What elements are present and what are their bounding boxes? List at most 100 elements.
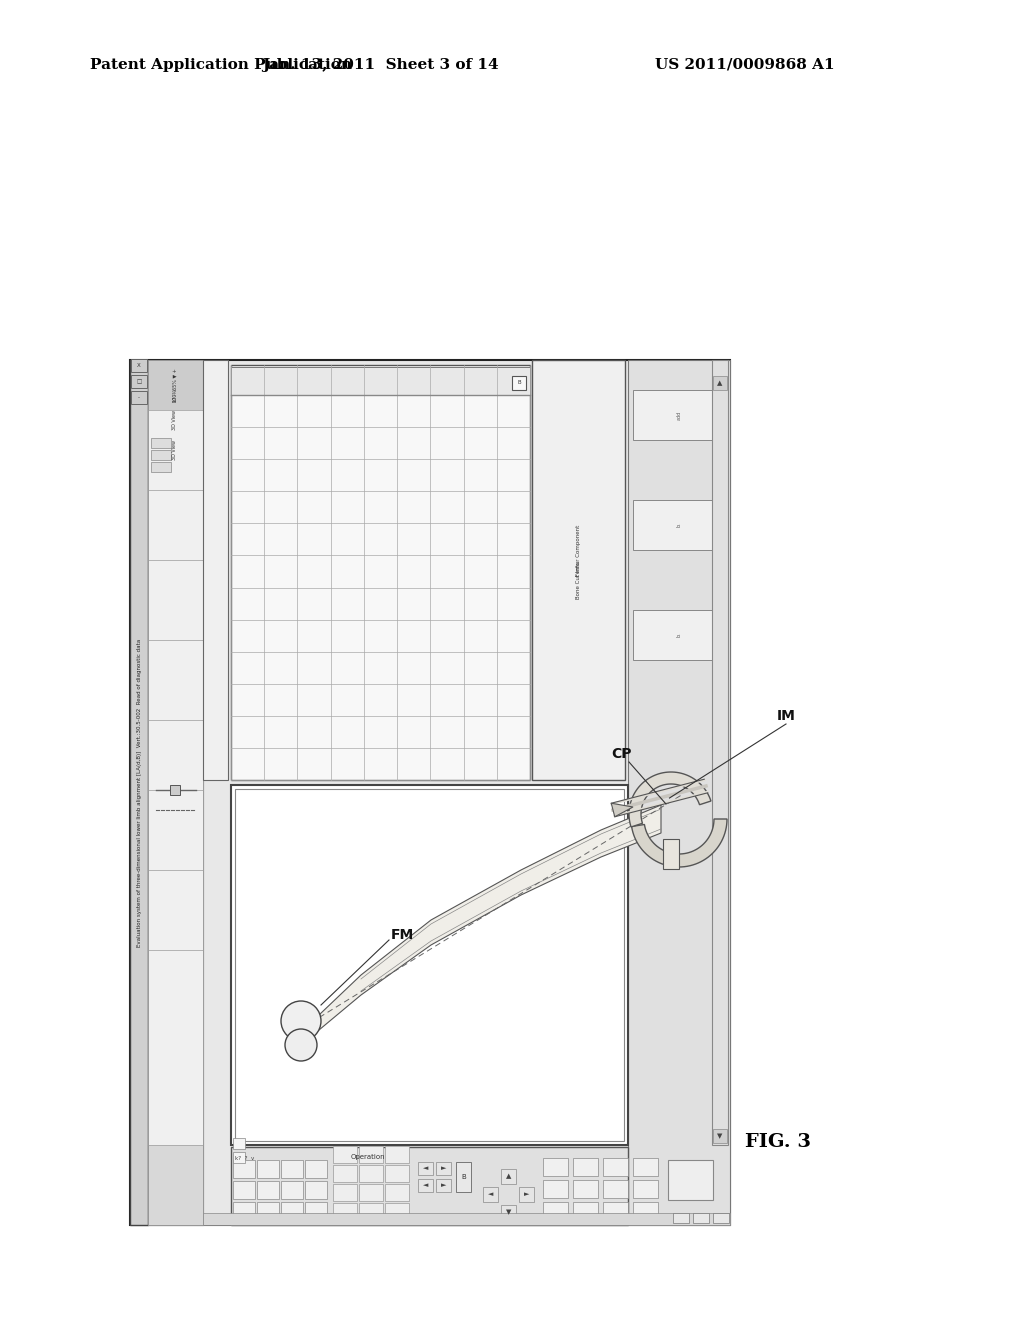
Text: Femur Component: Femur Component — [575, 524, 581, 576]
Bar — [603, 1158, 628, 1176]
Text: ▼: ▼ — [718, 1133, 723, 1139]
Bar — [543, 1158, 568, 1176]
Bar — [231, 367, 530, 395]
Bar — [713, 1213, 729, 1224]
Bar — [148, 1144, 203, 1225]
Bar — [385, 1146, 409, 1163]
Text: Patent Application Publication: Patent Application Publication — [90, 58, 352, 73]
Bar — [231, 785, 628, 1144]
Bar — [333, 1184, 357, 1201]
Polygon shape — [632, 818, 727, 867]
Bar — [519, 1187, 534, 1203]
Bar — [603, 1180, 628, 1199]
Text: Bone Cut Info: Bone Cut Info — [575, 561, 581, 599]
Text: Jan. 13, 2011  Sheet 3 of 14: Jan. 13, 2011 Sheet 3 of 14 — [262, 58, 499, 73]
Bar — [712, 360, 728, 1144]
Text: k? -- 65% ▼ +: k? -- 65% ▼ + — [172, 368, 177, 401]
Text: add: add — [677, 411, 682, 420]
Text: ◄: ◄ — [487, 1192, 494, 1197]
Text: b.: b. — [677, 523, 682, 527]
Bar — [359, 1166, 383, 1181]
Bar — [233, 1138, 245, 1148]
Bar — [148, 640, 203, 719]
Bar — [385, 1203, 409, 1220]
Text: FIG. 3: FIG. 3 — [745, 1133, 811, 1151]
Bar — [233, 1203, 255, 1220]
Bar — [281, 1181, 303, 1199]
Bar — [668, 1160, 713, 1200]
Circle shape — [285, 1030, 317, 1061]
Bar — [543, 1180, 568, 1199]
Bar — [673, 1213, 689, 1224]
Polygon shape — [319, 805, 662, 1030]
Bar — [385, 1166, 409, 1181]
Bar — [281, 1203, 303, 1220]
Bar — [663, 840, 679, 869]
Text: Evaluation system of three-dimensional lower limb alignment [LA(d,B)]  Vert.:30.: Evaluation system of three-dimensional l… — [136, 639, 141, 948]
Text: B: B — [517, 380, 521, 385]
Bar — [359, 1203, 383, 1220]
Bar — [633, 1158, 658, 1176]
Text: 3D View: 3D View — [172, 411, 177, 430]
Bar — [573, 1180, 598, 1199]
Text: Operation: Operation — [350, 1154, 385, 1160]
Text: US 2011/0009868 A1: US 2011/0009868 A1 — [655, 58, 835, 73]
Bar — [633, 389, 725, 440]
Text: IM: IM — [776, 709, 796, 723]
Bar — [512, 376, 526, 389]
Text: ◄: ◄ — [423, 1166, 428, 1171]
Bar — [231, 366, 530, 780]
Bar — [633, 500, 725, 550]
Bar — [633, 1180, 658, 1199]
Bar — [203, 360, 228, 780]
Bar — [148, 719, 203, 789]
Bar — [131, 359, 147, 372]
Bar — [148, 411, 203, 490]
Bar — [501, 1205, 516, 1220]
Text: 100%: 100% — [172, 388, 177, 403]
Text: -: - — [138, 395, 140, 400]
Bar — [131, 391, 147, 404]
Bar — [148, 360, 203, 411]
Bar — [543, 1203, 568, 1220]
Bar — [436, 1179, 451, 1192]
Bar — [603, 1203, 628, 1220]
Bar — [633, 610, 725, 660]
Bar — [359, 1146, 383, 1163]
Text: X: X — [137, 363, 141, 368]
Text: ►: ► — [524, 1192, 529, 1197]
Text: ►: ► — [440, 1166, 446, 1171]
Bar — [628, 360, 730, 1225]
Bar — [305, 1203, 327, 1220]
Bar — [151, 462, 171, 473]
Bar — [573, 1203, 598, 1220]
Bar — [418, 1179, 433, 1192]
Bar — [573, 1158, 598, 1176]
Bar — [305, 1181, 327, 1199]
Bar — [151, 438, 171, 447]
Text: CP: CP — [610, 747, 631, 762]
Polygon shape — [611, 804, 633, 817]
Bar — [151, 450, 171, 459]
Bar — [257, 1181, 279, 1199]
Circle shape — [281, 1001, 321, 1041]
Bar — [148, 950, 203, 1144]
Bar — [131, 375, 147, 388]
Bar — [148, 789, 203, 870]
Bar — [130, 360, 148, 1225]
Bar — [333, 1166, 357, 1181]
Bar — [234, 789, 624, 1140]
Bar — [713, 376, 727, 389]
Text: FM: FM — [391, 928, 415, 942]
Bar — [305, 1160, 327, 1177]
Bar — [148, 490, 203, 560]
Text: ◄: ◄ — [423, 1181, 428, 1188]
Bar — [713, 1129, 727, 1143]
Text: ►: ► — [440, 1181, 446, 1188]
Bar — [257, 1203, 279, 1220]
Bar — [436, 1162, 451, 1175]
Text: 3D View: 3D View — [172, 440, 177, 459]
Bar — [633, 1203, 658, 1220]
Bar — [532, 360, 625, 780]
Bar — [483, 1187, 498, 1203]
